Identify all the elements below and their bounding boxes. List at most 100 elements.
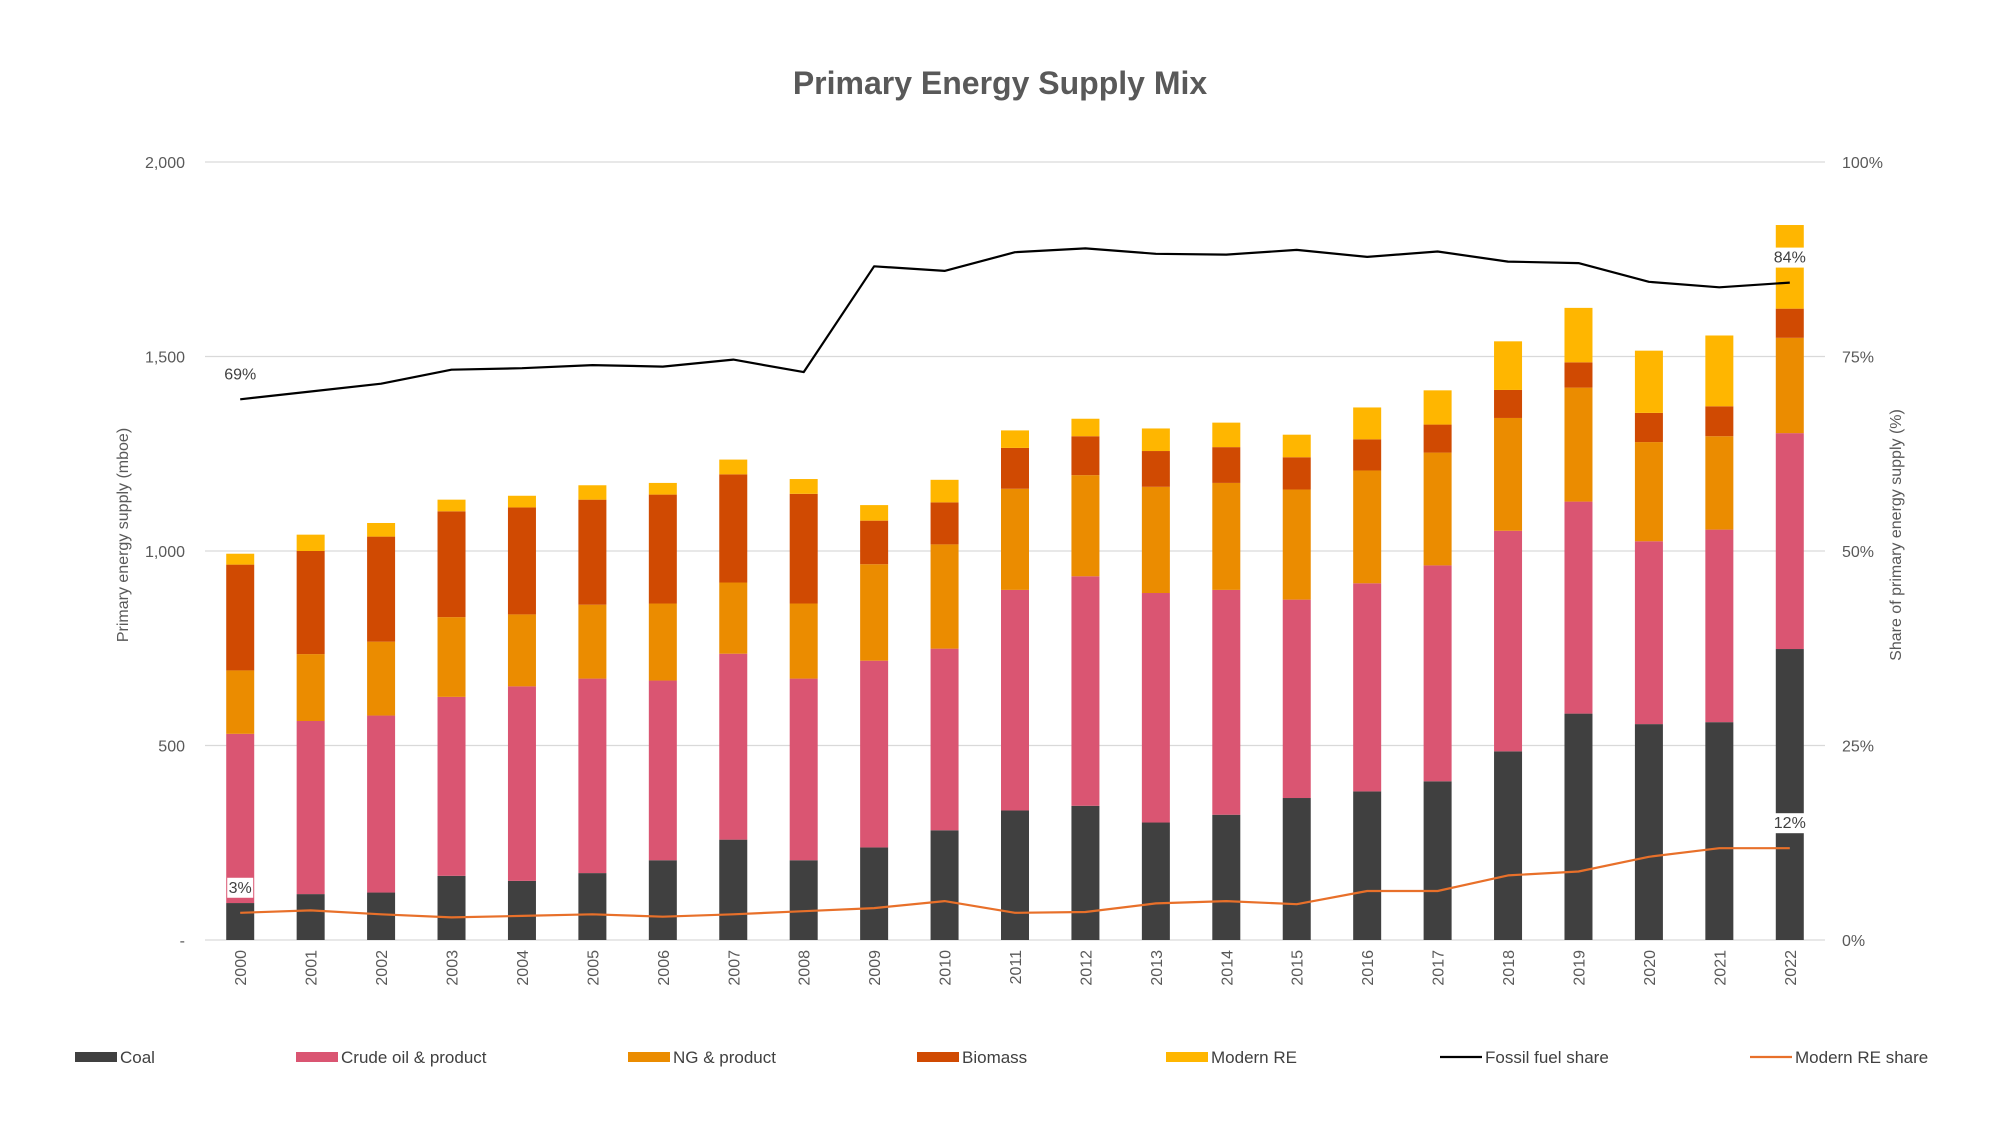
bar-biomass-2002 (367, 536, 396, 642)
y2-tick-label: 0% (1842, 933, 1865, 950)
bar-biomass-2001 (296, 551, 325, 655)
bar-coal-2022 (1775, 649, 1804, 940)
x-tick-label: 2021 (1712, 950, 1729, 986)
bar-ng-and-product-2022 (1775, 337, 1804, 434)
x-tick-label: 2003 (445, 950, 462, 986)
data-label: 69% (224, 366, 256, 383)
bar-ng-and-product-2000 (226, 670, 255, 734)
bar-biomass-2016 (1353, 439, 1382, 471)
bar-crude-oil-and-product-2022 (1775, 433, 1804, 650)
x-tick-label: 2000 (233, 950, 250, 986)
y2-axis-title: Share of primary energy supply (%) (1888, 409, 1905, 661)
bar-biomass-2013 (1141, 451, 1170, 487)
bar-biomass-2015 (1282, 457, 1311, 490)
bar-crude-oil-and-product-2021 (1705, 529, 1734, 723)
legend-swatch-coal (75, 1052, 117, 1062)
bar-biomass-2019 (1564, 362, 1593, 388)
bar-biomass-2007 (719, 474, 748, 583)
bar-crude-oil-and-product-2001 (296, 720, 325, 895)
bar-ng-and-product-2016 (1353, 470, 1382, 584)
legend-label-modern-re: Modern RE (1211, 1048, 1297, 1067)
bar-biomass-2010 (930, 502, 959, 545)
x-tick-label: 2022 (1783, 950, 1800, 986)
bar-biomass-2011 (1001, 447, 1029, 489)
bar-crude-oil-and-product-2017 (1423, 565, 1452, 782)
bar-ng-and-product-2018 (1494, 417, 1523, 531)
bar-ng-and-product-2014 (1212, 482, 1241, 590)
chart-title: Primary Energy Supply Mix (793, 65, 1208, 101)
data-label-bg (1772, 813, 1808, 834)
x-tick-label: 2002 (374, 950, 391, 986)
y-tick-label: 1,500 (145, 350, 185, 367)
bar-coal-2020 (1634, 724, 1663, 940)
legend-swatch-biomass (917, 1052, 959, 1062)
bar-coal-2005 (578, 873, 607, 940)
x-tick-label: 2017 (1431, 950, 1448, 986)
bar-coal-2016 (1353, 791, 1382, 940)
annotation-layer: 69% 84% 3% 12% (222, 247, 1808, 898)
bar-coal-2000 (226, 903, 255, 940)
bar-modern-re-2016 (1353, 407, 1382, 440)
data-label: 3% (229, 880, 252, 897)
bar-biomass-2022 (1775, 308, 1804, 338)
legend-swatch-crude-oil-and-product (296, 1052, 338, 1062)
x-tick-label: 2009 (867, 950, 884, 986)
x-tick-label: 2013 (1149, 950, 1166, 986)
bar-biomass-2008 (789, 493, 818, 604)
bar-crude-oil-and-product-2009 (860, 660, 889, 848)
bar-ng-and-product-2001 (296, 654, 325, 721)
bar-modern-re-2001 (296, 534, 325, 551)
bar-modern-re-2021 (1705, 335, 1734, 407)
bar-modern-re-2007 (719, 459, 748, 475)
x-tick-label: 2019 (1571, 950, 1588, 986)
legend-label-biomass: Biomass (962, 1048, 1027, 1067)
y2-tick-label: 100% (1842, 155, 1883, 172)
bar-crude-oil-and-product-2019 (1564, 501, 1593, 714)
y-tick-label: 500 (158, 739, 185, 756)
bar-crude-oil-and-product-2004 (507, 686, 536, 881)
bar-ng-and-product-2004 (507, 614, 536, 687)
bar-crude-oil-and-product-2000 (226, 733, 255, 904)
bar-coal-2014 (1212, 814, 1241, 940)
bar-ng-and-product-2008 (789, 603, 818, 679)
bar-modern-re-2018 (1494, 341, 1523, 390)
legend-label-crude-oil-and-product: Crude oil & product (341, 1048, 487, 1067)
line-modern-re-share (240, 847, 1790, 919)
bars-layer (226, 225, 1804, 940)
bar-crude-oil-and-product-2013 (1141, 593, 1170, 823)
axis-layer: - 0% 500 25% 1,000 50% 1,500 75% 2,000 100% 2000 20… (145, 155, 1883, 986)
bar-crude-oil-and-product-2018 (1494, 530, 1523, 752)
bar-coal-2002 (367, 892, 396, 940)
bar-coal-2004 (507, 880, 536, 940)
bar-ng-and-product-2010 (930, 544, 959, 649)
x-tick-label: 2004 (515, 950, 532, 986)
x-tick-label: 2001 (304, 950, 321, 986)
bar-crude-oil-and-product-2005 (578, 678, 607, 874)
bar-modern-re-2012 (1071, 418, 1100, 437)
bar-modern-re-2011 (1001, 430, 1029, 448)
bar-biomass-2020 (1634, 412, 1663, 443)
bar-coal-2021 (1705, 722, 1734, 940)
legend-label-ng-and-product: NG & product (673, 1048, 776, 1067)
lines-layer (240, 247, 1790, 919)
bar-modern-re-2009 (860, 505, 889, 521)
bar-crude-oil-and-product-2010 (930, 648, 959, 831)
bar-biomass-2006 (648, 494, 677, 604)
data-label-bg (222, 364, 258, 385)
y-tick-label: - (180, 933, 185, 950)
bar-ng-and-product-2019 (1564, 387, 1593, 502)
bar-modern-re-2017 (1423, 390, 1452, 425)
data-label: 12% (1774, 815, 1806, 832)
bar-coal-2017 (1423, 781, 1452, 940)
bar-coal-2006 (648, 860, 677, 940)
bar-coal-2007 (719, 839, 748, 940)
bar-biomass-2003 (437, 511, 466, 618)
x-tick-label: 2007 (726, 950, 743, 986)
legend-label-fossil-fuel-share: Fossil fuel share (1485, 1048, 1609, 1067)
y-axis-title: Primary energy supply (mboe) (115, 428, 132, 642)
bar-coal-2018 (1494, 751, 1523, 940)
bar-ng-and-product-2006 (648, 603, 677, 681)
bar-coal-2010 (930, 830, 959, 940)
bar-coal-2011 (1001, 810, 1029, 940)
